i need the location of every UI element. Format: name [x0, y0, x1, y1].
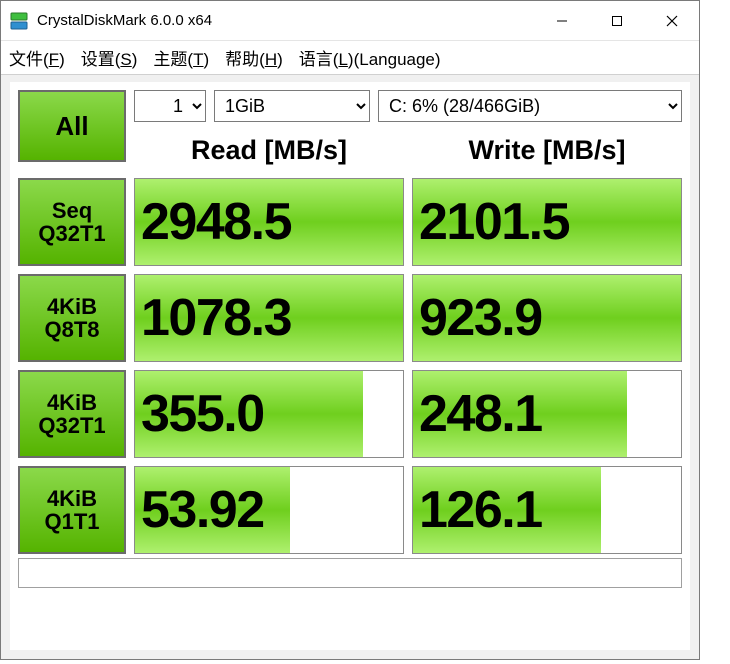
- titlebar: CrystalDiskMark 6.0.0 x64: [1, 1, 699, 41]
- test-label-line1: 4KiB: [47, 295, 97, 318]
- result-rows: SeqQ32T12948.52101.54KiBQ8T81078.3923.94…: [18, 170, 682, 554]
- menu-theme[interactable]: 主题(T): [153, 45, 209, 70]
- write-value-cell: 126.1: [412, 466, 682, 554]
- client-area: All 1 1GiB C: 6% (28/466GiB) Read [MB/s]…: [1, 75, 699, 659]
- test-label-line2: Q1T1: [44, 510, 99, 533]
- read-value-cell: 355.0: [134, 370, 404, 458]
- read-value: 1078.3: [141, 275, 403, 361]
- window-controls: [534, 1, 699, 40]
- minimize-button[interactable]: [534, 1, 589, 40]
- write-value-cell: 248.1: [412, 370, 682, 458]
- result-row: 4KiBQ32T1355.0248.1: [18, 370, 682, 458]
- run-test-button[interactable]: SeqQ32T1: [18, 178, 126, 266]
- menu-settings[interactable]: 设置(S): [81, 45, 138, 70]
- write-value: 248.1: [419, 371, 681, 457]
- test-label-line1: 4KiB: [47, 391, 97, 414]
- benchmark-panel: All 1 1GiB C: 6% (28/466GiB) Read [MB/s]…: [9, 81, 691, 651]
- read-header: Read [MB/s]: [134, 135, 404, 166]
- write-value-cell: 923.9: [412, 274, 682, 362]
- test-label-line1: 4KiB: [47, 487, 97, 510]
- menu-file[interactable]: 文件(F): [9, 45, 65, 70]
- write-value: 126.1: [419, 467, 681, 553]
- read-value: 53.92: [141, 467, 403, 553]
- close-button[interactable]: [644, 1, 699, 40]
- drive-select[interactable]: C: 6% (28/466GiB): [378, 90, 682, 122]
- test-label-line2: Q8T8: [44, 318, 99, 341]
- status-bar: [18, 558, 682, 588]
- write-value-cell: 2101.5: [412, 178, 682, 266]
- menu-help[interactable]: 帮助(H): [225, 45, 283, 70]
- read-value: 355.0: [141, 371, 403, 457]
- result-row: 4KiBQ8T81078.3923.9: [18, 274, 682, 362]
- window-title: CrystalDiskMark 6.0.0 x64: [37, 12, 534, 29]
- read-value-cell: 2948.5: [134, 178, 404, 266]
- test-label-line1: Seq: [52, 199, 92, 222]
- test-label-line2: Q32T1: [38, 222, 105, 245]
- test-label-line2: Q32T1: [38, 414, 105, 437]
- controls-row: All 1 1GiB C: 6% (28/466GiB): [18, 90, 682, 132]
- menu-language[interactable]: 语言(L)(Language): [299, 45, 441, 70]
- run-test-button[interactable]: 4KiBQ8T8: [18, 274, 126, 362]
- write-value: 2101.5: [419, 179, 681, 265]
- result-row: SeqQ32T12948.52101.5: [18, 178, 682, 266]
- size-select[interactable]: 1GiB: [214, 90, 370, 122]
- read-value-cell: 53.92: [134, 466, 404, 554]
- run-test-button[interactable]: 4KiBQ1T1: [18, 466, 126, 554]
- app-window: CrystalDiskMark 6.0.0 x64 文件(F) 设置(S) 主题…: [0, 0, 700, 660]
- read-value-cell: 1078.3: [134, 274, 404, 362]
- maximize-button[interactable]: [589, 1, 644, 40]
- count-select[interactable]: 1: [134, 90, 206, 122]
- app-icon: [9, 11, 29, 31]
- header-row: Read [MB/s] Write [MB/s]: [18, 130, 682, 170]
- menubar: 文件(F) 设置(S) 主题(T) 帮助(H) 语言(L)(Language): [1, 41, 699, 75]
- write-header: Write [MB/s]: [412, 135, 682, 166]
- result-row: 4KiBQ1T153.92126.1: [18, 466, 682, 554]
- read-value: 2948.5: [141, 179, 403, 265]
- run-test-button[interactable]: 4KiBQ32T1: [18, 370, 126, 458]
- write-value: 923.9: [419, 275, 681, 361]
